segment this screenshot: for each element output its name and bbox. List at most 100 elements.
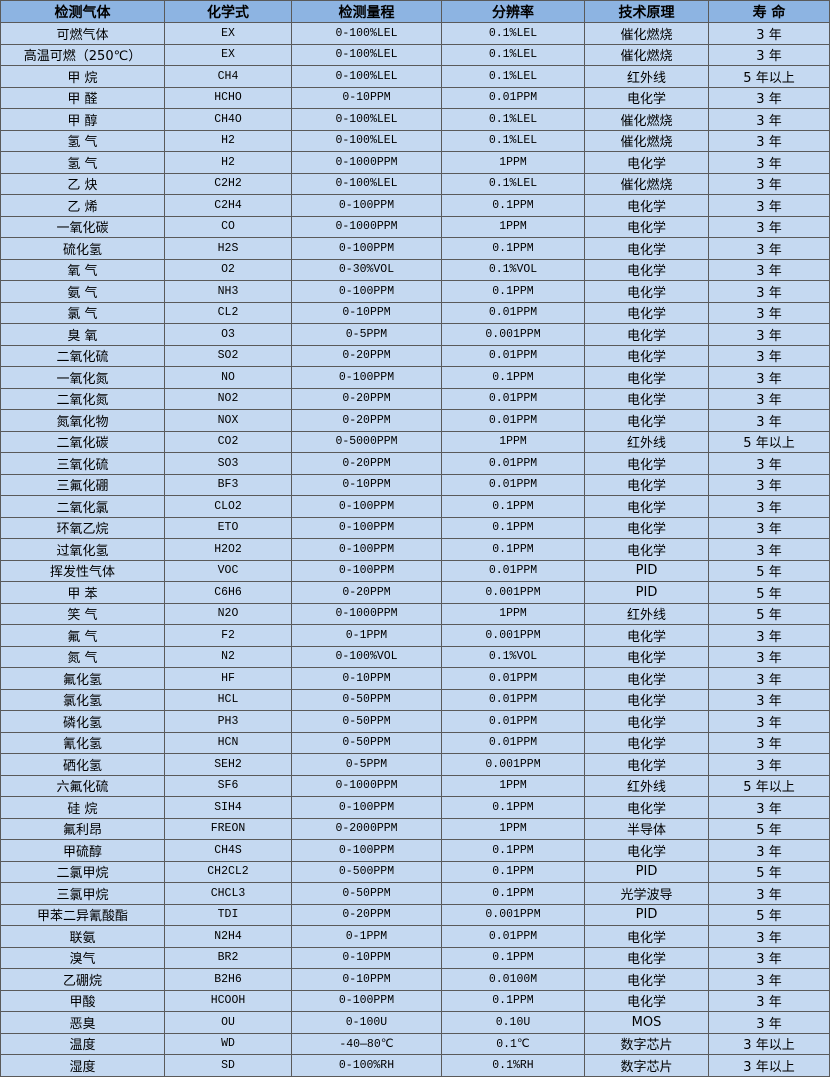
- cell-technology-principle: 催化燃烧: [584, 172, 709, 195]
- cell-gas-name: 可燃气体: [0, 22, 165, 45]
- cell-detection-range: 0-100%LEL: [291, 65, 442, 88]
- cell-technology-principle: 电化学: [584, 839, 709, 862]
- cell-detection-range: 0-10PPM: [291, 968, 442, 991]
- cell-technology-principle: 电化学: [584, 753, 709, 776]
- cell-resolution: 0.1%LEL: [441, 172, 585, 195]
- cell-chemical-formula: OU: [164, 1011, 292, 1034]
- cell-chemical-formula: NH3: [164, 280, 292, 303]
- cell-resolution: 0.1PPM: [441, 946, 585, 969]
- cell-detection-range: 0-30%VOL: [291, 258, 442, 281]
- cell-detection-range: 0-1PPM: [291, 925, 442, 948]
- cell-technology-principle: 半导体: [584, 817, 709, 840]
- cell-lifespan: 3 年: [708, 796, 830, 819]
- cell-resolution: 0.1PPM: [441, 280, 585, 303]
- table-row: 氨 气 NH3 0-100PPM 0.1PPM 电化学 3 年: [0, 280, 830, 303]
- cell-detection-range: 0-100PPM: [291, 559, 442, 582]
- cell-detection-range: 0-10PPM: [291, 473, 442, 496]
- table-row: 高温可燃（250℃） EX 0-100%LEL 0.1%LEL 催化燃烧 3 年: [0, 43, 830, 66]
- cell-lifespan: 3 年: [708, 258, 830, 281]
- cell-gas-name: 甲酸: [0, 989, 165, 1012]
- cell-gas-name: 三氟化硼: [0, 473, 165, 496]
- table-row: 六氟化硫 SF6 0-1000PPM 1PPM 红外线 5 年以上: [0, 774, 830, 797]
- cell-chemical-formula: CO2: [164, 430, 292, 453]
- cell-technology-principle: 电化学: [584, 495, 709, 518]
- table-row: 二氧化碳 CO2 0-5000PPM 1PPM 红外线 5 年以上: [0, 430, 830, 453]
- cell-resolution: 0.1PPM: [441, 860, 585, 883]
- cell-resolution: 1PPM: [441, 430, 585, 453]
- cell-gas-name: 氮 气: [0, 645, 165, 668]
- cell-chemical-formula: CH2CL2: [164, 860, 292, 883]
- cell-lifespan: 3 年: [708, 151, 830, 174]
- cell-lifespan: 3 年: [708, 237, 830, 260]
- cell-detection-range: 0-10PPM: [291, 946, 442, 969]
- cell-detection-range: 0-20PPM: [291, 387, 442, 410]
- table-row: 二氧化氮 NO2 0-20PPM 0.01PPM 电化学 3 年: [0, 387, 830, 410]
- cell-lifespan: 3 年: [708, 731, 830, 754]
- cell-chemical-formula: ETO: [164, 516, 292, 539]
- cell-resolution: 0.1%VOL: [441, 645, 585, 668]
- cell-chemical-formula: NO: [164, 366, 292, 389]
- cell-lifespan: 3 年: [708, 839, 830, 862]
- cell-gas-name: 氢 气: [0, 151, 165, 174]
- cell-resolution: 0.01PPM: [441, 344, 585, 367]
- cell-technology-principle: 电化学: [584, 452, 709, 475]
- table-row: 挥发性气体 VOC 0-100PPM 0.01PPM PID 5 年: [0, 559, 830, 582]
- cell-technology-principle: 电化学: [584, 645, 709, 668]
- table-row: 联氨 N2H4 0-1PPM 0.01PPM 电化学 3 年: [0, 925, 830, 948]
- cell-chemical-formula: NO2: [164, 387, 292, 410]
- cell-chemical-formula: BR2: [164, 946, 292, 969]
- cell-lifespan: 5 年: [708, 903, 830, 926]
- cell-gas-name: 乙 炔: [0, 172, 165, 195]
- cell-chemical-formula: VOC: [164, 559, 292, 582]
- table-row: 一氧化碳 CO 0-1000PPM 1PPM 电化学 3 年: [0, 215, 830, 238]
- table-row: 氟化氢 HF 0-10PPM 0.01PPM 电化学 3 年: [0, 667, 830, 690]
- header-chemical-formula: 化学式: [164, 0, 292, 23]
- table-row: 恶臭 OU 0-100U 0.10U MOS 3 年: [0, 1011, 830, 1034]
- cell-lifespan: 3 年: [708, 129, 830, 152]
- cell-detection-range: 0-1PPM: [291, 624, 442, 647]
- cell-chemical-formula: BF3: [164, 473, 292, 496]
- cell-gas-name: 甲苯二异氰酸酯: [0, 903, 165, 926]
- cell-lifespan: 3 年: [708, 624, 830, 647]
- table-row: 氮氧化物 NOX 0-20PPM 0.01PPM 电化学 3 年: [0, 409, 830, 432]
- cell-resolution: 0.01PPM: [441, 925, 585, 948]
- cell-resolution: 0.001PPM: [441, 581, 585, 604]
- cell-resolution: 0.01PPM: [441, 452, 585, 475]
- cell-detection-range: 0-10PPM: [291, 667, 442, 690]
- table-row: 氢 气 H2 0-1000PPM 1PPM 电化学 3 年: [0, 151, 830, 174]
- cell-technology-principle: 催化燃烧: [584, 43, 709, 66]
- cell-chemical-formula: HCL: [164, 688, 292, 711]
- cell-lifespan: 3 年: [708, 516, 830, 539]
- cell-chemical-formula: H2S: [164, 237, 292, 260]
- cell-technology-principle: 电化学: [584, 538, 709, 561]
- header-lifespan: 寿 命: [708, 0, 830, 23]
- cell-chemical-formula: SO2: [164, 344, 292, 367]
- cell-gas-name: 高温可燃（250℃）: [0, 43, 165, 66]
- table-row: 三氧化硫 SO3 0-20PPM 0.01PPM 电化学 3 年: [0, 452, 830, 475]
- cell-detection-range: 0-100PPM: [291, 989, 442, 1012]
- table-row: 甲 醇 CH4O 0-100%LEL 0.1%LEL 催化燃烧 3 年: [0, 108, 830, 131]
- cell-technology-principle: 电化学: [584, 366, 709, 389]
- cell-resolution: 0.1PPM: [441, 538, 585, 561]
- cell-technology-principle: 催化燃烧: [584, 129, 709, 152]
- cell-detection-range: 0-50PPM: [291, 731, 442, 754]
- cell-lifespan: 3 年: [708, 344, 830, 367]
- cell-technology-principle: 电化学: [584, 624, 709, 647]
- cell-resolution: 0.1%LEL: [441, 108, 585, 131]
- cell-chemical-formula: SF6: [164, 774, 292, 797]
- cell-detection-range: 0-100%VOL: [291, 645, 442, 668]
- cell-lifespan: 5 年以上: [708, 774, 830, 797]
- cell-gas-name: 氮氧化物: [0, 409, 165, 432]
- cell-chemical-formula: EX: [164, 22, 292, 45]
- cell-detection-range: 0-100%LEL: [291, 108, 442, 131]
- cell-resolution: 0.1PPM: [441, 882, 585, 905]
- cell-resolution: 0.1%RH: [441, 1054, 585, 1077]
- cell-technology-principle: PID: [584, 581, 709, 604]
- cell-resolution: 0.1PPM: [441, 989, 585, 1012]
- cell-technology-principle: 电化学: [584, 344, 709, 367]
- table-row: 笑 气 N2O 0-1000PPM 1PPM 红外线 5 年: [0, 602, 830, 625]
- cell-technology-principle: MOS: [584, 1011, 709, 1034]
- table-row: 硅 烷 SIH4 0-100PPM 0.1PPM 电化学 3 年: [0, 796, 830, 819]
- cell-lifespan: 3 年: [708, 645, 830, 668]
- cell-lifespan: 5 年: [708, 817, 830, 840]
